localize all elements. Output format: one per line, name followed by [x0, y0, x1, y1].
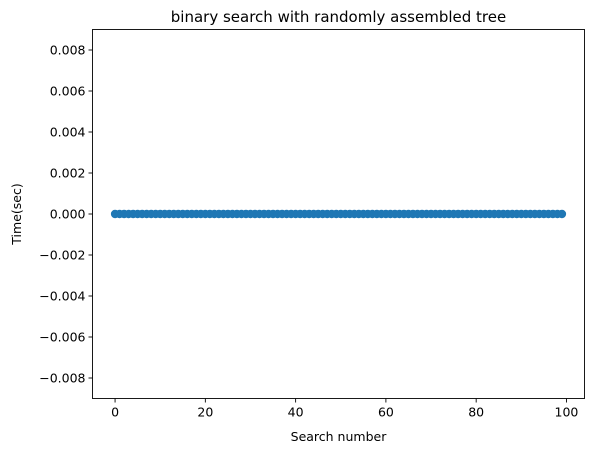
y-axis-ticks: −0.008 −0.006 −0.004 −0.002 0.000 0.002 0.004 0… — [39, 43, 93, 386]
y-tick-label: 0.004 — [50, 125, 86, 140]
y-tick-label: 0.008 — [50, 43, 86, 58]
x-axis-label: Search number — [291, 429, 388, 444]
x-tick-label: 40 — [288, 405, 304, 420]
x-tick-label: 20 — [197, 405, 213, 420]
data-point-99 — [557, 209, 567, 219]
data-points — [110, 209, 567, 219]
y-tick-label: 0.000 — [50, 207, 86, 222]
y-tick-label: −0.002 — [39, 248, 85, 263]
y-axis-label: Time(sec) — [9, 183, 24, 245]
x-axis-ticks: 0 20 40 60 80 100 — [111, 398, 579, 420]
x-tick-label: 80 — [468, 405, 484, 420]
y-tick-label: −0.008 — [39, 371, 85, 386]
y-tick-label: −0.006 — [39, 330, 85, 345]
x-tick-label: 100 — [555, 405, 579, 420]
y-tick-label: 0.006 — [50, 84, 86, 99]
y-tick-label: −0.004 — [39, 289, 85, 304]
chart-title: binary search with randomly assembled tr… — [171, 8, 506, 26]
plot-frame — [92, 29, 585, 399]
x-tick-label: 60 — [378, 405, 394, 420]
x-tick-label: 0 — [111, 405, 119, 420]
y-tick-label: 0.002 — [50, 166, 86, 181]
